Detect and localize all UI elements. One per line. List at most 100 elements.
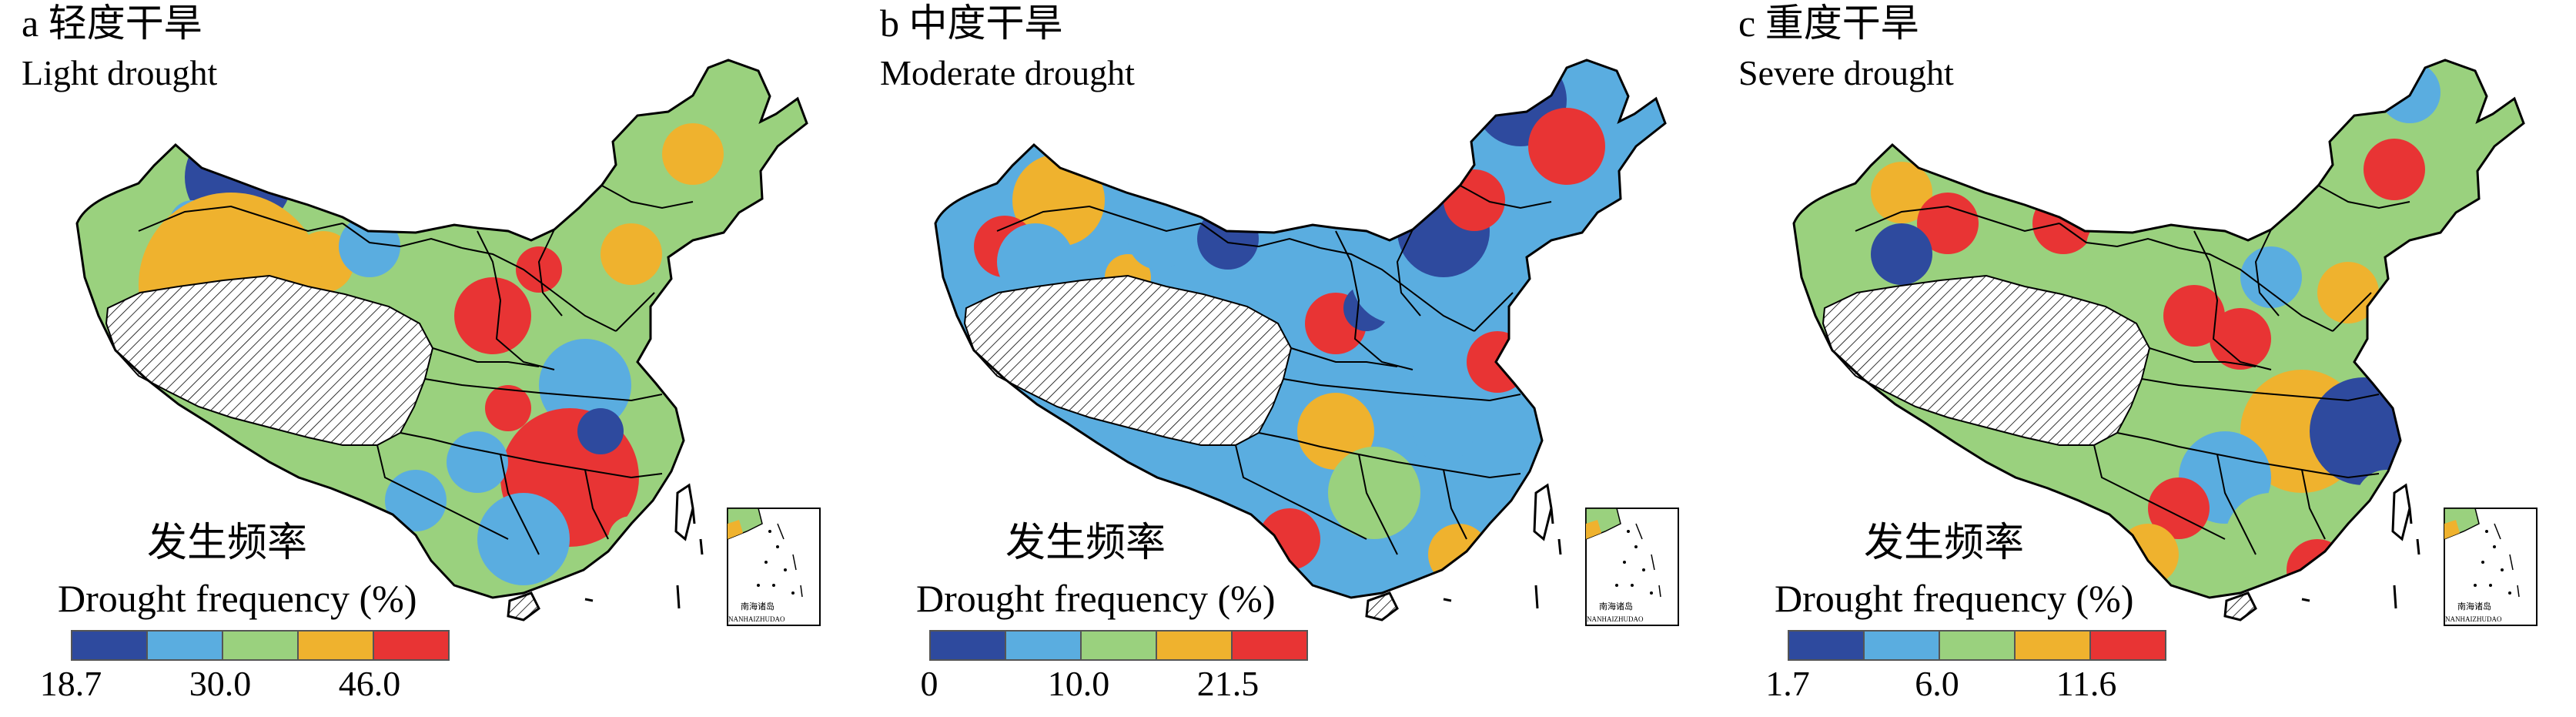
province-boundary xyxy=(1335,230,1413,370)
frequency-region xyxy=(416,377,477,439)
frequency-region xyxy=(485,385,531,431)
panel-title-en: Severe drought xyxy=(1738,53,1954,92)
legend-tick: 18.7 xyxy=(39,664,102,703)
excluded-plateau-region xyxy=(105,274,434,446)
map-panel-light-drought: a 轻度干旱 Light drought 发生频率 Drought freque… xyxy=(0,0,858,717)
frequency-region xyxy=(1428,524,1490,585)
province-boundary xyxy=(424,378,663,402)
drought-map xyxy=(934,59,1679,626)
legend-swatch xyxy=(1082,632,1157,659)
inset-label-en: NANHAIZHUDAO xyxy=(1587,615,1644,623)
province-boundary xyxy=(1258,432,1521,479)
island-hainan xyxy=(507,591,540,622)
frequency-region xyxy=(447,431,508,493)
legend-swatch xyxy=(1006,632,1082,659)
legend-swatch xyxy=(223,632,299,659)
frequency-region xyxy=(2210,308,2271,370)
inset-label-cn: 南海诸岛 xyxy=(741,602,774,611)
frequency-region xyxy=(1528,108,1605,185)
province-boundary xyxy=(1396,229,1421,317)
frequency-region xyxy=(2379,62,2441,123)
country-outline xyxy=(75,59,808,599)
frequency-region xyxy=(1871,162,1932,223)
legend-tick: 6.0 xyxy=(1915,664,1959,703)
province-boundary xyxy=(584,469,609,540)
frequency-region xyxy=(662,123,724,185)
inset-label-en: NANHAIZHUDAO xyxy=(728,615,785,623)
province-boundary xyxy=(600,184,694,209)
province-boundary xyxy=(500,454,540,555)
province-boundary xyxy=(1443,469,1467,540)
frequency-region xyxy=(2287,539,2348,598)
frequency-region xyxy=(339,216,400,277)
boundary-dash xyxy=(2393,585,2397,609)
inset-label-en: NANHAIZHUDAO xyxy=(2445,615,2502,623)
province-boundary xyxy=(1458,184,1552,209)
province-boundary xyxy=(2254,229,2280,317)
legend-title-cn: 发生频率 xyxy=(146,521,307,565)
color-legend xyxy=(929,630,1308,661)
province-boundary xyxy=(1283,378,1521,402)
province-boundary xyxy=(996,205,1202,233)
frequency-region xyxy=(601,223,662,285)
frequency-region xyxy=(1413,400,1474,462)
frequency-region xyxy=(2163,285,2225,347)
drought-map xyxy=(1792,59,2538,626)
province-boundary xyxy=(1474,292,1514,332)
map-panel-severe-drought: c 重度干旱 Severe drought 发生频率 Drought frequ… xyxy=(1717,0,2575,717)
frequency-region xyxy=(2310,377,2417,485)
inset-label-cn: 南海诸岛 xyxy=(1599,602,1633,611)
south-china-sea-inset xyxy=(2444,508,2538,626)
legend-swatch xyxy=(2016,632,2091,659)
province-boundary xyxy=(537,229,563,317)
province-boundary xyxy=(2301,469,2326,540)
boundary-dash xyxy=(699,538,704,555)
boundary-dash xyxy=(676,585,681,609)
legend-tick: 0 xyxy=(920,664,938,703)
map-panel-moderate-drought: b 中度干旱 Moderate drought 发生频率 Drought fre… xyxy=(858,0,1717,717)
frequency-region xyxy=(577,408,624,454)
legend-title-en: Drought frequency (%) xyxy=(916,577,1276,620)
drought-map xyxy=(75,59,821,626)
province-boundary xyxy=(2317,184,2410,209)
island-hainan xyxy=(1365,591,1399,622)
province-boundary xyxy=(342,223,463,249)
boundary-dash xyxy=(2301,598,2310,602)
province-boundary xyxy=(477,230,555,370)
frequency-region xyxy=(1871,223,1932,285)
south-china-sea-inset xyxy=(727,508,821,626)
excluded-plateau-region xyxy=(1822,274,2151,446)
province-boundary xyxy=(1200,223,1321,249)
province-boundary xyxy=(432,347,540,367)
province-boundary xyxy=(376,444,509,540)
boundary-dash xyxy=(1443,598,1452,602)
frequency-region xyxy=(997,223,1074,300)
panel-title-cn: a 轻度干旱 xyxy=(22,2,202,45)
legend-tick: 1.7 xyxy=(1765,664,1810,703)
legend-title-cn: 发生频率 xyxy=(1863,521,2024,565)
boundary-dash xyxy=(691,508,696,524)
legend-swatch xyxy=(148,632,223,659)
province-boundary xyxy=(138,205,343,233)
island-taiwan xyxy=(674,483,694,541)
panel-title-cn: b 中度干旱 xyxy=(880,2,1063,45)
color-legend xyxy=(1788,630,2166,661)
frequency-region xyxy=(1197,208,1259,270)
province-boundary xyxy=(400,432,663,479)
color-legend xyxy=(71,630,450,661)
legend-swatch xyxy=(931,632,1006,659)
frequency-region xyxy=(516,246,562,293)
panel-title-en: Moderate drought xyxy=(880,53,1135,92)
frequency-region xyxy=(2225,493,2317,585)
province-boundary xyxy=(2116,432,2380,479)
province-boundary xyxy=(2332,292,2372,332)
province-boundary xyxy=(2193,230,2272,370)
country-outline xyxy=(1792,59,2525,599)
province-boundary xyxy=(2093,444,2226,540)
province-boundary xyxy=(615,292,655,332)
legend-tick: 11.6 xyxy=(2056,664,2117,703)
island-hainan xyxy=(2223,591,2257,622)
legend-tick: 21.5 xyxy=(1196,664,1260,703)
legend-swatch xyxy=(1940,632,2016,659)
legend-tick: 30.0 xyxy=(189,664,252,703)
